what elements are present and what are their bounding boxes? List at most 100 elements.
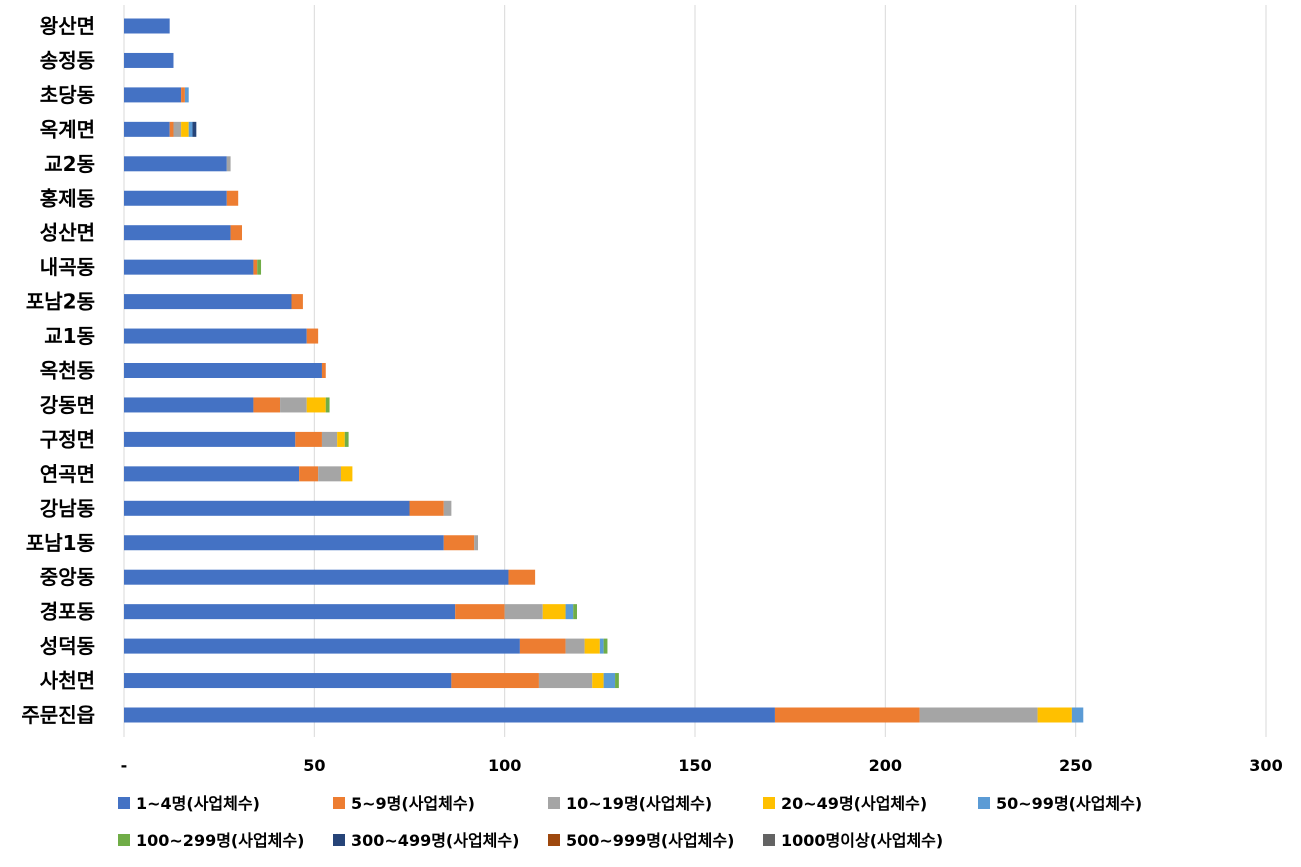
bar-segment (340, 466, 353, 482)
bar-segment (184, 87, 189, 103)
bar-segment (299, 466, 319, 482)
x-tick-label: 100 (488, 756, 521, 775)
category-label: 포남1동 (26, 531, 95, 555)
bar-segment (321, 363, 326, 378)
category-label: 강남동 (40, 496, 95, 520)
bar-segment (774, 707, 920, 723)
category-label: 성덕동 (40, 634, 95, 658)
legend-swatch (763, 797, 775, 809)
bar-segment (295, 431, 322, 447)
bar-segment (451, 673, 539, 689)
category-label: 경포동 (40, 600, 95, 624)
bar-segment (253, 259, 258, 275)
bar-segment (542, 604, 566, 620)
bar-segment (455, 604, 505, 620)
bar-segment (124, 18, 170, 34)
x-tick-labels: - 50 100 150 200 250 300 (121, 756, 1283, 775)
bar-segment (519, 638, 566, 654)
legend-swatch (118, 797, 130, 809)
bar-segment (257, 259, 262, 275)
bar-segment (226, 190, 239, 206)
bar-segment (504, 604, 543, 620)
category-label: 옥천동 (40, 359, 95, 383)
bar-segment (538, 673, 593, 689)
x-tick-label: 300 (1249, 756, 1282, 775)
bar-segment (280, 397, 307, 413)
bar-segment (508, 569, 536, 585)
legend-label: 300~499명(사업체수) (351, 831, 519, 850)
bar-segment (306, 328, 319, 344)
category-label: 포남2동 (26, 290, 95, 314)
legend-swatch (763, 834, 775, 846)
bar-segment (592, 673, 604, 689)
category-label: 사천면 (40, 669, 95, 693)
x-tick-label: 250 (1059, 756, 1092, 775)
bar-segment (124, 673, 452, 689)
legend-label: 1000명이상(사업체수) (781, 831, 943, 850)
bar-segment (409, 500, 444, 516)
bar-segment (124, 500, 410, 516)
bar-segment (226, 156, 231, 172)
bar-segment (615, 673, 619, 689)
legend-swatch (333, 797, 345, 809)
bar-segment (124, 569, 509, 585)
bar-segment (192, 121, 197, 137)
bar-segment (474, 535, 479, 551)
bar-segment (124, 190, 227, 206)
category-label: 교2동 (44, 152, 95, 176)
bar-segment (124, 328, 307, 344)
category-label: 성산면 (40, 221, 95, 245)
category-labels: 왕산면송정동초당동옥계면교2동홍제동성산면내곡동포남2동교1동옥천동강동면구정면… (21, 14, 95, 727)
bar-segment (318, 466, 341, 482)
bar-segment (306, 397, 326, 413)
bar-segment (124, 638, 520, 654)
bar-segment (584, 638, 600, 654)
bar-segment (124, 707, 775, 723)
x-tick-label: 50 (303, 756, 325, 775)
legend-swatch (548, 797, 560, 809)
bar-segment (573, 604, 577, 620)
bar-segment (173, 121, 182, 137)
bar-segment (443, 500, 452, 516)
category-label: 강동면 (40, 393, 95, 417)
bar-segment (1071, 707, 1084, 723)
bar-segment (321, 431, 338, 447)
bar-segment (188, 121, 193, 137)
bar-segment (124, 156, 227, 172)
bar-segment (337, 431, 345, 447)
bar-segment (253, 397, 281, 413)
legend-swatch (118, 834, 130, 846)
category-label: 연곡면 (40, 462, 95, 486)
bar-segment (344, 431, 349, 447)
category-label: 홍제동 (40, 186, 95, 210)
legend-swatch (978, 797, 990, 809)
bar-segment (124, 466, 300, 482)
bar-segment (124, 121, 170, 137)
bar-segment (181, 87, 185, 103)
bar-segment (230, 225, 243, 241)
category-label: 구정면 (40, 427, 95, 451)
category-label: 왕산면 (40, 14, 95, 38)
category-label: 중앙동 (40, 565, 95, 589)
category-label: 교1동 (44, 324, 95, 348)
legend-label: 1~4명(사업체수) (136, 794, 260, 813)
legend-swatch (333, 834, 345, 846)
bar-segment (1037, 707, 1072, 723)
x-tick-label: 200 (869, 756, 902, 775)
bar-segment (124, 535, 444, 551)
bar-segment (181, 121, 189, 137)
bar-segment (603, 638, 608, 654)
category-label: 주문진읍 (21, 703, 95, 727)
bar-segment (565, 604, 574, 620)
legend-label: 20~49명(사업체수) (781, 794, 927, 813)
category-label: 송정동 (40, 48, 95, 72)
bar-segment (919, 707, 1038, 723)
bar-segment (169, 121, 174, 137)
bar-segment (603, 673, 616, 689)
bar-segment (325, 397, 330, 413)
legend-label: 5~9명(사업체수) (351, 794, 475, 813)
bar-segment (599, 638, 604, 654)
legend-label: 100~299명(사업체수) (136, 831, 304, 850)
bar-segment (291, 294, 303, 310)
